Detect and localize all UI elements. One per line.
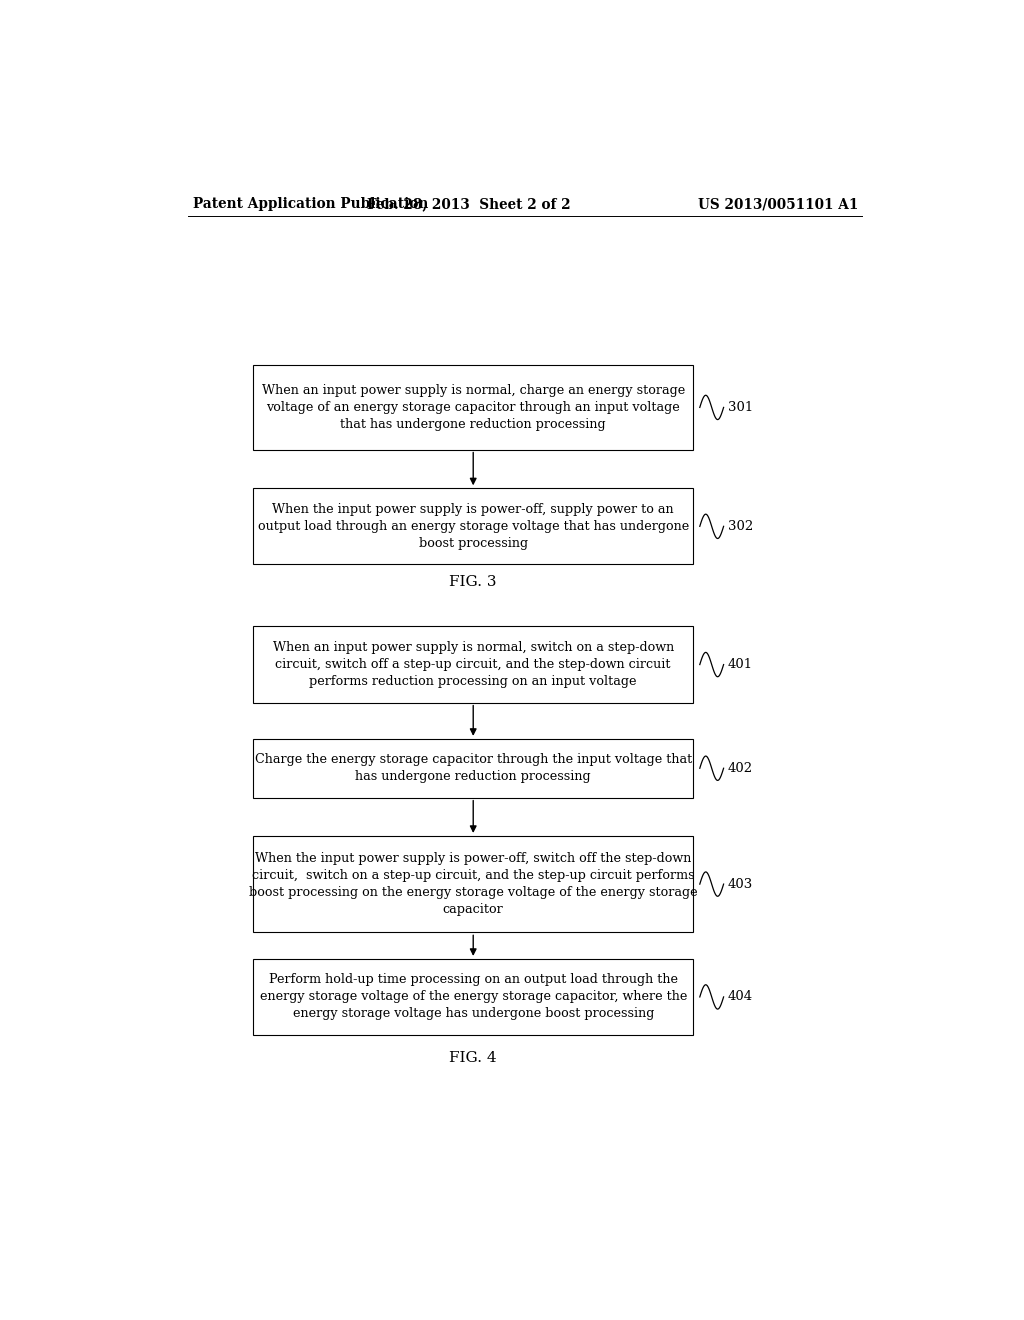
Text: Patent Application Publication: Patent Application Publication bbox=[194, 197, 428, 211]
Text: 402: 402 bbox=[728, 762, 753, 775]
Text: 301: 301 bbox=[728, 401, 753, 414]
Bar bbox=[253, 836, 693, 932]
Text: FIG. 3: FIG. 3 bbox=[450, 576, 497, 589]
Text: 404: 404 bbox=[728, 990, 753, 1003]
Bar bbox=[253, 958, 693, 1035]
Text: When the input power supply is power-off, switch off the step-down
circuit,  swi: When the input power supply is power-off… bbox=[249, 853, 697, 916]
Text: When an input power supply is normal, charge an energy storage
voltage of an ene: When an input power supply is normal, ch… bbox=[261, 384, 685, 430]
Text: When an input power supply is normal, switch on a step-down
circuit, switch off : When an input power supply is normal, sw… bbox=[272, 642, 674, 688]
Bar bbox=[253, 366, 693, 450]
Text: 302: 302 bbox=[728, 520, 753, 533]
Text: 401: 401 bbox=[728, 659, 753, 671]
Text: Perform hold-up time processing on an output load through the
energy storage vol: Perform hold-up time processing on an ou… bbox=[259, 973, 687, 1020]
Text: FIG. 4: FIG. 4 bbox=[450, 1051, 497, 1065]
Bar bbox=[253, 488, 693, 565]
Text: When the input power supply is power-off, supply power to an
output load through: When the input power supply is power-off… bbox=[258, 503, 689, 550]
Bar bbox=[253, 739, 693, 797]
Bar bbox=[253, 627, 693, 702]
Text: Charge the energy storage capacitor through the input voltage that
has undergone: Charge the energy storage capacitor thro… bbox=[255, 754, 692, 783]
Text: Feb. 28, 2013  Sheet 2 of 2: Feb. 28, 2013 Sheet 2 of 2 bbox=[368, 197, 571, 211]
Text: 403: 403 bbox=[728, 878, 753, 891]
Text: US 2013/0051101 A1: US 2013/0051101 A1 bbox=[697, 197, 858, 211]
